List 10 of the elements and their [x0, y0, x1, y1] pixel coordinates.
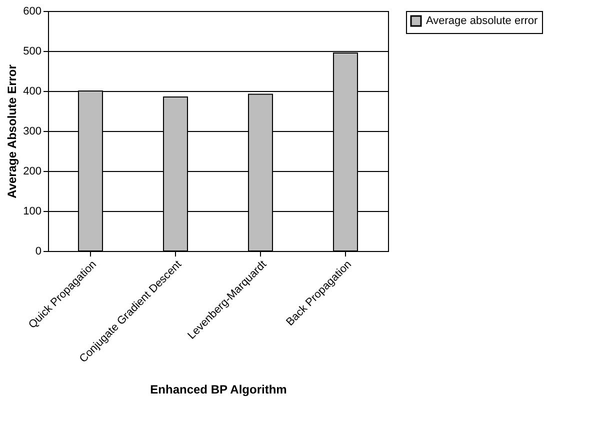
- y-tick-label: 400: [23, 86, 42, 98]
- y-tick-label: 100: [23, 206, 42, 218]
- legend-label: Average absolute error: [426, 15, 538, 27]
- y-tick-label: 500: [23, 46, 42, 58]
- y-tick-label: 0: [35, 246, 42, 258]
- y-axis-title: Average Absolute Error: [5, 64, 20, 198]
- y-tick-label: 600: [23, 6, 42, 18]
- y-tick-label: 300: [23, 126, 42, 138]
- x-axis-title: Enhanced BP Algorithm: [150, 382, 287, 396]
- y-tick-label: 200: [23, 166, 42, 178]
